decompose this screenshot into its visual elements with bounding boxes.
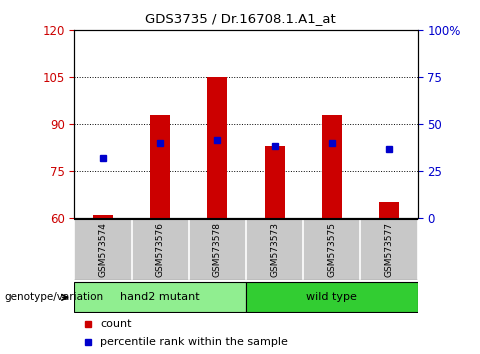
Bar	[150, 115, 170, 218]
Text: hand2 mutant: hand2 mutant	[120, 292, 200, 302]
Text: wild type: wild type	[306, 292, 357, 302]
Text: GSM573573: GSM573573	[270, 222, 279, 277]
Bar	[322, 115, 342, 218]
Bar	[93, 215, 113, 218]
Text: GDS3735 / Dr.16708.1.A1_at: GDS3735 / Dr.16708.1.A1_at	[144, 12, 336, 25]
FancyBboxPatch shape	[74, 282, 246, 312]
Text: GSM573576: GSM573576	[156, 222, 165, 277]
FancyBboxPatch shape	[246, 282, 418, 312]
Text: GSM573577: GSM573577	[384, 222, 394, 277]
Bar	[379, 202, 399, 218]
Text: GSM573575: GSM573575	[327, 222, 336, 277]
Text: count: count	[100, 319, 132, 329]
Text: GSM573574: GSM573574	[98, 222, 108, 277]
Text: genotype/variation: genotype/variation	[5, 292, 104, 302]
Bar	[207, 77, 228, 218]
Bar	[264, 146, 285, 218]
Text: percentile rank within the sample: percentile rank within the sample	[100, 337, 288, 347]
Text: GSM573578: GSM573578	[213, 222, 222, 277]
